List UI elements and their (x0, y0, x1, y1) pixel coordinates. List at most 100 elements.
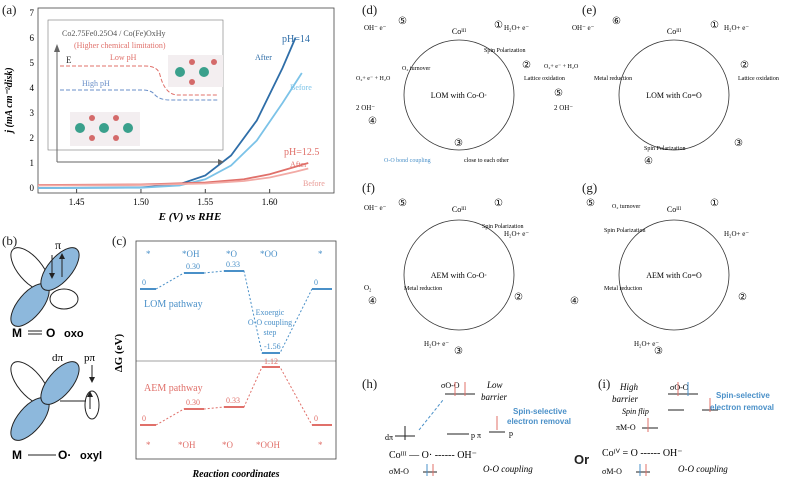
g-turnover: O₂ turnover (612, 204, 640, 210)
x-tick-label: 1.55 (197, 197, 213, 207)
h-spin-1: Spin-selective (513, 407, 567, 416)
ph14-label: pH=14 (282, 34, 310, 45)
aem-val-1: 0.30 (186, 398, 200, 407)
high-ph-label: High pH (82, 79, 110, 88)
panel-h-orbitals: σO-O Low barrier Spin-selective electron… (385, 380, 571, 476)
panel-label-b: (b) (2, 233, 18, 248)
lom-val-1: 0.30 (186, 262, 200, 271)
lom-levels (140, 270, 332, 354)
aem-species-4: * (318, 440, 323, 450)
cycle-g: AEM with Co=O Coᴵᴵᴵ Spin Polarization Me… (570, 198, 749, 357)
g-num-1: ① (710, 198, 719, 209)
f-h2o-e: H₂O+ e⁻ (504, 230, 529, 238)
series-line (37, 167, 309, 187)
cycle-d-title: LOM with Co-O· (431, 91, 487, 100)
lom-species-1: *OH (182, 249, 200, 259)
e-co-top: Coᴵᴵᴵ (667, 27, 682, 36)
d-oo: O-O bond coupling (384, 158, 431, 164)
d-oh-e: OH⁻ e⁻ (364, 24, 387, 32)
i-coupling: O-O coupling (678, 464, 728, 474)
g-num-2: ② (738, 292, 747, 303)
low-ph-label: Low pH (110, 53, 137, 62)
material-label: Co2.75Fe0.25O4 / Co(Fe)OxHy (62, 29, 166, 38)
e-metal-red: Metal reduction (594, 76, 632, 82)
cycle-f: AEM with Co-O· Coᴵᴵᴵ Spin Polarization M… (364, 198, 529, 357)
i-spin-1: Spin-selective (716, 391, 770, 400)
f-num-4: ④ (368, 296, 377, 307)
d-num-4: ④ (368, 116, 377, 127)
y-tick-label: 0 (30, 183, 35, 193)
cycle-f-title: AEM with Co-O· (431, 271, 487, 280)
panel-b-orbitals: π M O oxo dπ pπ M O· oxyl (10, 238, 102, 462)
f-o2: O₂ (364, 284, 372, 292)
d-close: close to each other (464, 158, 509, 164)
e-axis-label: E (66, 55, 72, 65)
d-turnover: O₂ turnover (402, 66, 430, 72)
panel-label-e: (e) (582, 2, 597, 17)
d-2oh: 2 OH⁻ (356, 104, 375, 112)
before-125-label: Before (303, 179, 325, 188)
g-co-top: Coᴵᴵᴵ (667, 205, 682, 214)
p-pi-label: pπ (84, 352, 96, 364)
series-line (37, 162, 309, 186)
panel-label-h: (h) (362, 376, 378, 391)
oxo-o: O (46, 326, 55, 340)
e-num-1: ① (710, 20, 719, 31)
g-spin: Spin Polarization (604, 228, 646, 234)
cycle-e: LOM with Co=O Coᴵᴵᴵ Lattice oxidation Me… (544, 16, 779, 167)
f-num-3: ③ (454, 346, 463, 357)
lom-val-3: -1.56 (264, 342, 281, 351)
aem-species-1: *OH (178, 440, 196, 450)
y-tick-label: 5 (30, 58, 35, 68)
lom-val-0: 0 (142, 278, 146, 287)
lom-species-row: * *OH *O *OO * (146, 249, 323, 259)
d-h2o-e: H₂O+ e⁻ (504, 24, 529, 32)
panel-label-a: (a) (2, 2, 17, 17)
i-sigma-oo: σO-O (670, 383, 689, 392)
aem-species-3: *OOH (256, 440, 280, 450)
i-spin-flip: Spin flip (622, 407, 649, 416)
h-low-2: barrier (481, 392, 508, 402)
g-metal-red: Metal reduction (604, 286, 642, 292)
lom-species-4: * (318, 249, 323, 259)
h-sigma-mo: σM-O (389, 467, 409, 476)
panel-label-c: (c) (112, 233, 127, 248)
oxyl-o: O· (58, 448, 71, 462)
lom-species-0: * (146, 249, 151, 259)
c-xlabel: Reaction coordinates (192, 469, 280, 480)
aem-val-2: 0.33 (226, 396, 240, 405)
cycle-e-title: LOM with Co=O (646, 91, 702, 100)
i-pi-mo: πM-O (616, 423, 636, 432)
after-14-label: After (255, 53, 272, 62)
e-num-4: ④ (644, 156, 653, 167)
oxo-label: oxo (64, 328, 84, 340)
d-num-1: ① (494, 20, 503, 31)
e-h2o-e: H₂O+ e⁻ (724, 24, 749, 32)
reaction-cycles: LOM with Co-O· Coᴵᴵᴵ Spin Polarization L… (356, 16, 779, 357)
h-sigma-oo: σO-O (441, 381, 460, 390)
pi-symbol: π (55, 238, 61, 252)
oxo-m: M (12, 326, 22, 340)
y-tick-label: 3 (30, 108, 35, 118)
h-low-1: Low (486, 380, 503, 390)
f-metal-red: Metal reduction (404, 286, 442, 292)
x-tick-label: 1.60 (262, 197, 278, 207)
panel-i-orbitals: High barrier Spin flip σO-O πM-O Spin-se… (602, 382, 774, 476)
exoergic-3: step (264, 328, 277, 337)
i-co-line: Coᴵⱽ = O ------ OH⁻ (602, 448, 683, 459)
x-tick-label: 1.50 (133, 197, 149, 207)
panel-label-g: (g) (582, 180, 598, 195)
y-tick-label: 4 (30, 83, 35, 93)
aem-species-row: * *OH *O *OOH * (146, 440, 323, 450)
aem-species-2: *O (222, 440, 234, 450)
h-co-line: Coᴵᴵᴵ — O· ------ OH⁻ (389, 450, 477, 461)
e-oh-e: OH⁻ e⁻ (572, 24, 595, 32)
i-spin-2: electron removal (710, 403, 774, 412)
higher-limitation-label: (Higher chemical limitation) (74, 41, 166, 50)
g-num-4: ④ (570, 296, 579, 307)
panel-label-f: (f) (362, 180, 375, 195)
aem-pathway-label: AEM pathway (144, 383, 203, 394)
h-p-pi: p π (471, 431, 481, 440)
i-high-1: High (619, 382, 639, 392)
d-num-3: ③ (454, 138, 463, 149)
